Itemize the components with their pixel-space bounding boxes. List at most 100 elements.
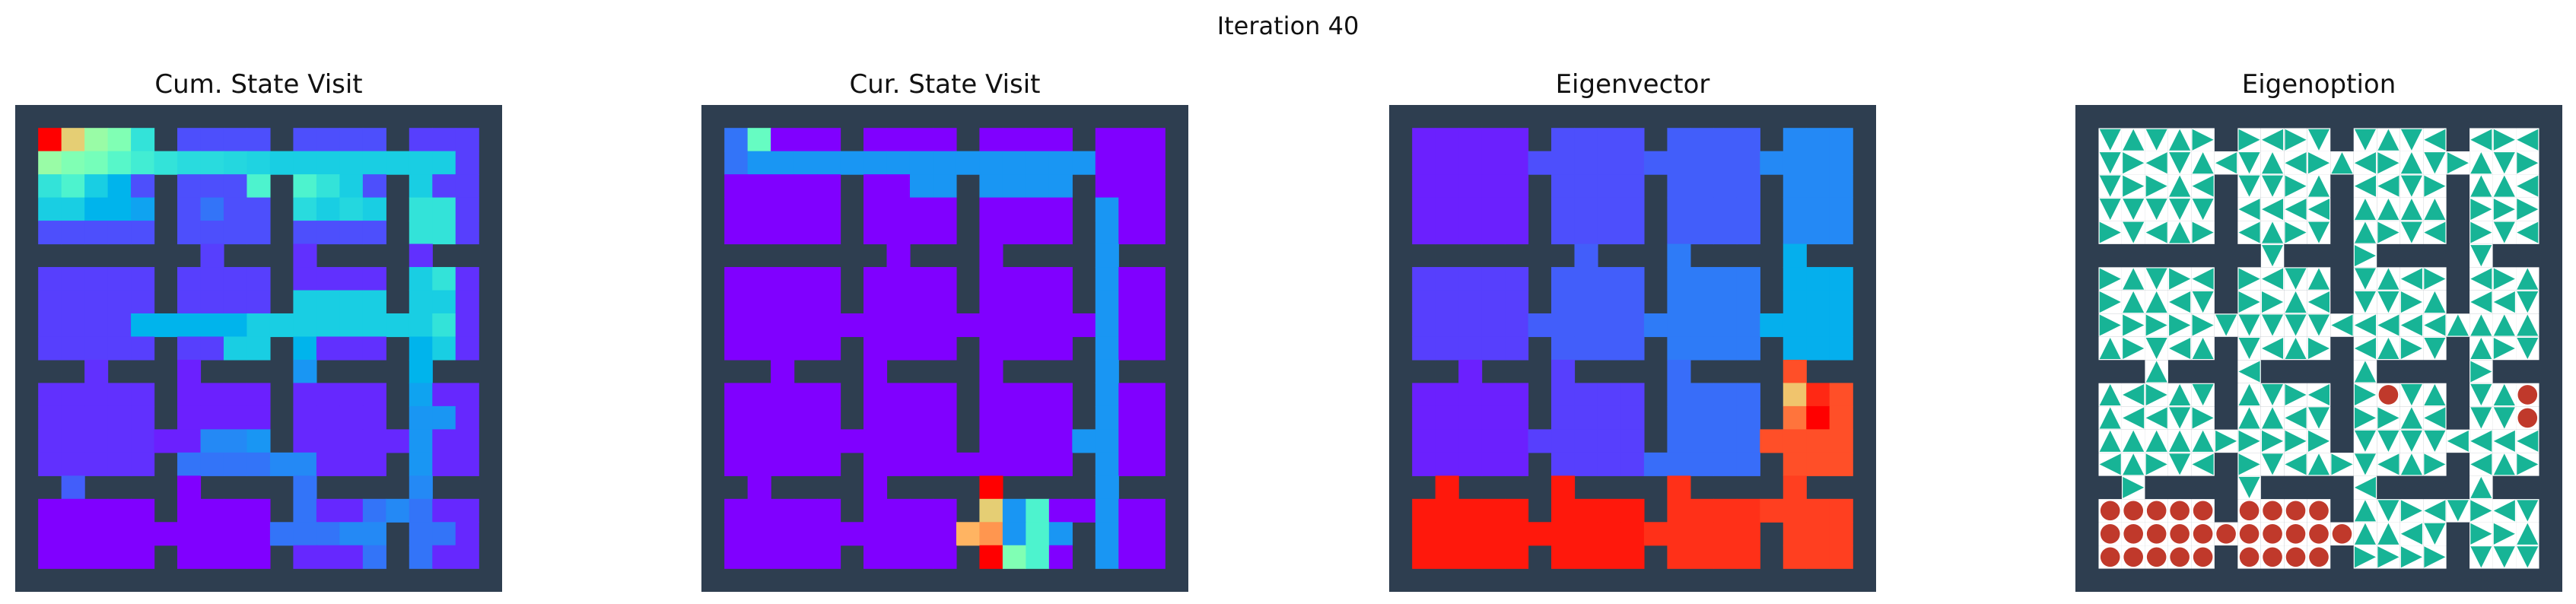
policy-arrow-icon [2377,152,2399,174]
policy-arrow-icon [2192,430,2214,452]
heatmap-cell [747,290,771,314]
policy-arrow-icon [2354,523,2376,545]
heatmap-cell [863,383,888,407]
heatmap-cell [61,197,85,221]
heatmap-cell [1528,429,1552,453]
policy-arrow-icon [2145,430,2167,452]
heatmap-cell [61,522,85,546]
heatmap-cell [1643,452,1668,476]
heatmap-cell [1026,383,1050,407]
policy-arrow-icon [2145,268,2167,290]
policy-arrow-icon [2354,314,2376,336]
heatmap-cell [409,545,433,569]
heatmap-cell [1667,221,1691,245]
heatmap-cell [84,174,109,199]
heatmap-cell [362,498,386,523]
heatmap-cell [886,197,911,221]
policy-arrow-icon [2377,314,2399,336]
heatmap-cell [1412,452,1436,476]
heatmap-cell [1667,522,1691,546]
terminate-dot-icon [2309,547,2329,567]
heatmap-cell [1713,452,1738,476]
heatmap-cell [793,429,818,453]
heatmap-cell [223,221,248,245]
heatmap-cell [793,197,818,221]
heatmap-cell [1620,429,1645,453]
heatmap-cell [107,545,132,569]
heatmap-cell [1118,429,1143,453]
heatmap-cell [131,336,155,361]
policy-arrow-icon [2307,314,2330,336]
heatmap-cell [316,405,340,430]
heatmap-cell [223,290,248,314]
heatmap-cell [1095,359,1119,384]
heatmap-cell [432,405,456,430]
policy-arrow-icon [2307,152,2330,174]
heatmap-cell [177,383,202,407]
heatmap-cell [293,545,317,569]
heatmap-cell [432,336,456,361]
heatmap-cell [107,405,132,430]
heatmap-cell [154,151,178,175]
heatmap-cell [1026,336,1050,361]
heatmap-cell [339,290,364,314]
policy-arrow-icon [2493,268,2515,290]
heatmap-cell [747,313,771,338]
heatmap-cell [1736,267,1760,291]
heatmap-cell [1118,522,1143,546]
heatmap-cell [1095,383,1119,407]
heatmap-cell [817,221,841,245]
heatmap-cell [1551,522,1576,546]
heatmap-cell [84,336,109,361]
policy-arrow-icon [2331,453,2353,475]
heatmap-cell [1551,290,1576,314]
heatmap-cell [979,452,1003,476]
heatmap-cell [1118,405,1143,430]
heatmap-cell [1690,174,1714,199]
heatmap-cell [909,128,934,152]
policy-arrow-icon [2493,500,2515,522]
heatmap-cell [724,267,749,291]
heatmap-cell [246,221,271,245]
heatmap-cell [1829,545,1853,569]
heatmap-cell [1026,174,1050,199]
heatmap-cell [131,452,155,476]
heatmap-cell [793,221,818,245]
heatmap-cell [1620,545,1645,569]
heatmap-cell [1505,522,1529,546]
policy-arrow-icon [2493,291,2515,313]
panel-title: Cur. State Visit [849,69,1041,100]
heatmap-cell [200,197,224,221]
panel-cum-state-visit: Cum. State Visit [15,67,502,592]
heatmap-cell [1458,267,1483,291]
heatmap-cell [200,522,224,546]
policy-arrow-icon [2354,430,2376,452]
policy-arrow-icon [2099,175,2121,197]
policy-arrow-icon [2470,199,2492,221]
heatmap-cell [817,267,841,291]
heatmap-cell [771,290,795,314]
heatmap-cell [432,290,456,314]
heatmap-cell [455,452,479,476]
policy-arrow-icon [2285,175,2307,197]
heatmap-cell [1736,336,1760,361]
policy-arrow-icon [2238,199,2260,221]
heatmap-cell [817,151,841,175]
heatmap-cell [223,128,248,152]
heatmap-cell [455,197,479,221]
policy-arrow-icon [2123,129,2145,151]
policy-arrow-icon [2099,453,2121,475]
heatmap-cell [1551,151,1576,175]
heatmap-cell [1829,197,1853,221]
policy-arrow-icon [2307,221,2330,243]
heatmap-cell [909,452,934,476]
policy-arrow-icon [2400,383,2422,405]
heatmap-cell [455,336,479,361]
policy-arrow-icon [2400,175,2422,197]
policy-arrow-icon [2400,407,2422,429]
heatmap-cell [1481,128,1506,152]
heatmap-cell [362,290,386,314]
heatmap-cell [1412,151,1436,175]
heatmap-cell [747,498,771,523]
policy-arrow-icon [2307,291,2330,313]
